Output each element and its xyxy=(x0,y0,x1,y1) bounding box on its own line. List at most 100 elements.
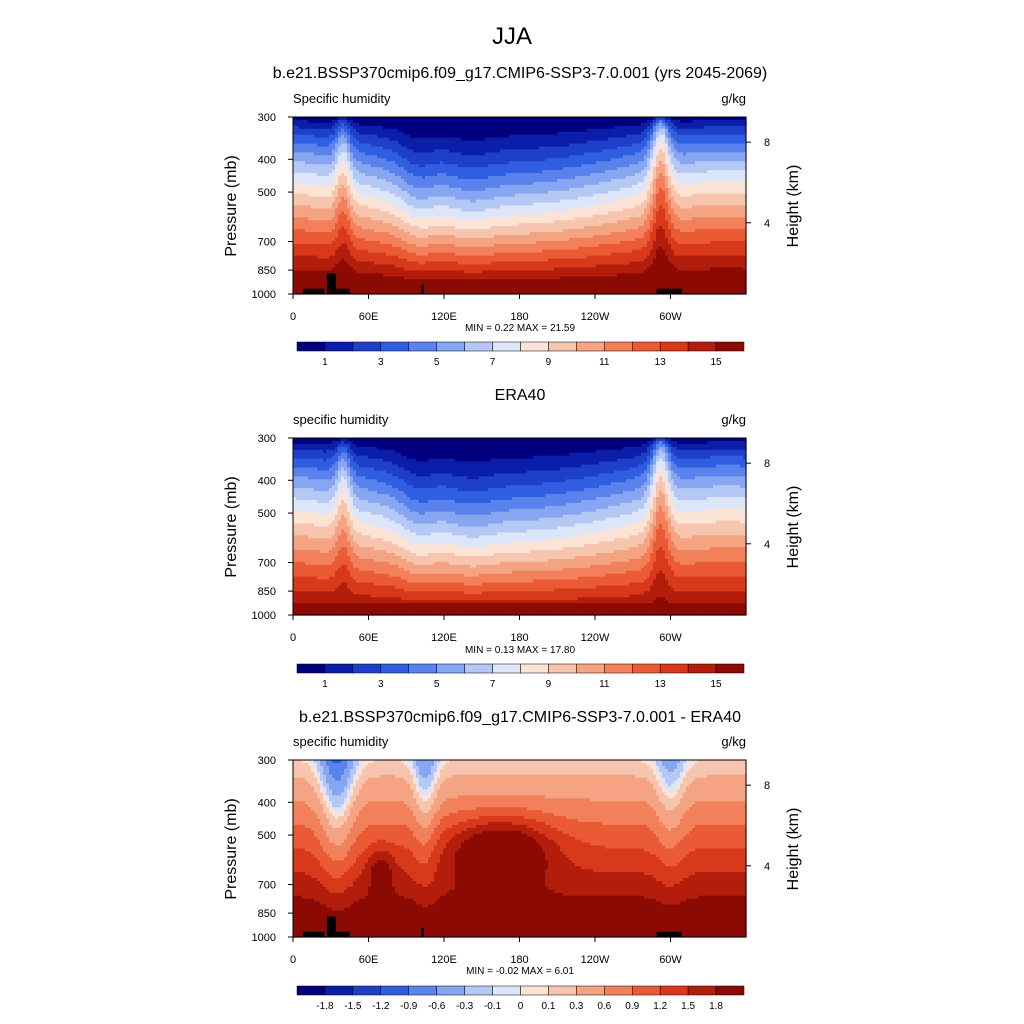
heatmap-cell xyxy=(353,190,357,195)
heatmap-cell xyxy=(305,119,309,124)
heatmap-cell xyxy=(362,146,366,151)
heatmap-cell xyxy=(380,217,384,221)
heatmap-cell xyxy=(347,125,351,130)
heatmap-cell xyxy=(416,255,420,260)
heatmap-cell xyxy=(413,282,417,286)
heatmap-cell xyxy=(398,161,402,165)
heatmap-cell xyxy=(320,223,324,227)
heatmap-cell xyxy=(305,223,309,227)
heatmap-cell xyxy=(410,125,414,130)
heatmap-cell xyxy=(359,131,363,136)
heatmap-cell xyxy=(308,229,312,233)
heatmap-cell xyxy=(404,158,408,162)
heatmap-cell xyxy=(371,211,375,215)
heatmap-cell xyxy=(440,184,444,189)
heatmap-cell xyxy=(413,243,417,248)
heatmap-cell xyxy=(437,196,441,201)
heatmap-cell xyxy=(311,270,315,274)
heatmap-cell xyxy=(329,249,333,254)
heatmap-cell xyxy=(362,164,366,168)
heatmap-cell xyxy=(359,273,363,277)
heatmap-cell xyxy=(296,170,300,174)
heatmap-cell xyxy=(299,149,303,153)
heatmap-cell xyxy=(332,187,336,192)
heatmap-cell xyxy=(347,232,351,236)
heatmap-cell xyxy=(341,208,345,212)
heatmap-cell xyxy=(299,117,303,121)
heatmap-cell xyxy=(377,270,381,274)
heatmap-cell xyxy=(362,117,366,121)
heatmap-cell xyxy=(377,131,381,136)
heatmap-cell xyxy=(293,258,297,263)
heatmap-cell xyxy=(419,155,423,159)
heatmap-cell xyxy=(395,229,399,233)
heatmap-cell xyxy=(329,226,333,230)
heatmap-cell xyxy=(302,237,306,242)
heatmap-cell xyxy=(416,122,420,127)
heatmap-cell xyxy=(359,240,363,245)
heatmap-cell xyxy=(392,146,396,151)
heatmap-cell xyxy=(326,270,330,274)
heatmap-cell xyxy=(395,184,399,189)
heatmap-cell xyxy=(416,279,420,283)
heatmap-cell xyxy=(446,122,450,127)
heatmap-cell xyxy=(305,190,309,195)
heatmap-cell xyxy=(341,152,345,156)
heatmap-cell xyxy=(371,125,375,130)
heatmap-cell xyxy=(302,285,306,289)
heatmap-cell xyxy=(371,181,375,186)
heatmap-cell xyxy=(374,285,378,289)
heatmap-cell xyxy=(410,229,414,233)
heatmap-cell xyxy=(323,190,327,195)
heatmap-cell xyxy=(356,125,360,130)
heatmap-cell xyxy=(302,276,306,280)
heatmap-cell xyxy=(341,229,345,233)
heatmap-cell xyxy=(380,240,384,245)
heatmap-cell xyxy=(431,237,435,242)
heatmap-cell xyxy=(299,279,303,283)
heatmap-cell xyxy=(389,270,393,274)
heatmap-cell xyxy=(386,196,390,201)
heatmap-cell xyxy=(293,214,297,218)
heatmap-cell xyxy=(350,152,354,156)
heatmap-cell xyxy=(431,119,435,124)
heatmap-cell xyxy=(320,167,324,171)
heatmap-cell xyxy=(293,285,297,289)
heatmap-cell xyxy=(365,235,369,239)
heatmap-cell xyxy=(338,208,342,212)
heatmap-cell xyxy=(365,232,369,236)
heatmap-cell xyxy=(392,143,396,148)
heatmap-cell xyxy=(419,288,423,292)
heatmap-cell xyxy=(329,181,333,186)
heatmap-cell xyxy=(407,167,411,171)
heatmap-cell xyxy=(434,223,438,227)
heatmap-cell xyxy=(356,235,360,239)
heatmap-cell xyxy=(380,131,384,136)
heatmap-cell xyxy=(377,276,381,280)
heatmap-cell xyxy=(293,140,297,145)
heatmap-cell xyxy=(398,291,402,295)
heatmap-cell xyxy=(386,178,390,183)
heatmap-cell xyxy=(365,184,369,189)
heatmap-cell xyxy=(356,199,360,204)
heatmap-cell xyxy=(374,155,378,159)
heatmap-cell xyxy=(380,211,384,215)
heatmap-cell xyxy=(305,264,309,269)
heatmap-cell xyxy=(431,279,435,283)
heatmap-cell xyxy=(422,223,426,227)
heatmap-cell xyxy=(425,285,429,289)
heatmap-cell xyxy=(419,164,423,168)
heatmap-cell xyxy=(422,152,426,156)
heatmap-cell xyxy=(443,223,447,227)
heatmap-cell xyxy=(362,267,366,271)
heatmap-cell xyxy=(425,170,429,174)
heatmap-cell xyxy=(389,220,393,224)
heatmap-cell xyxy=(389,237,393,242)
heatmap-cell xyxy=(377,223,381,227)
heatmap-cell xyxy=(305,240,309,245)
heatmap-cell xyxy=(425,167,429,171)
heatmap-cell xyxy=(314,270,318,274)
heatmap-cell xyxy=(365,178,369,183)
heatmap-cell xyxy=(398,261,402,266)
heatmap-cell xyxy=(323,211,327,215)
